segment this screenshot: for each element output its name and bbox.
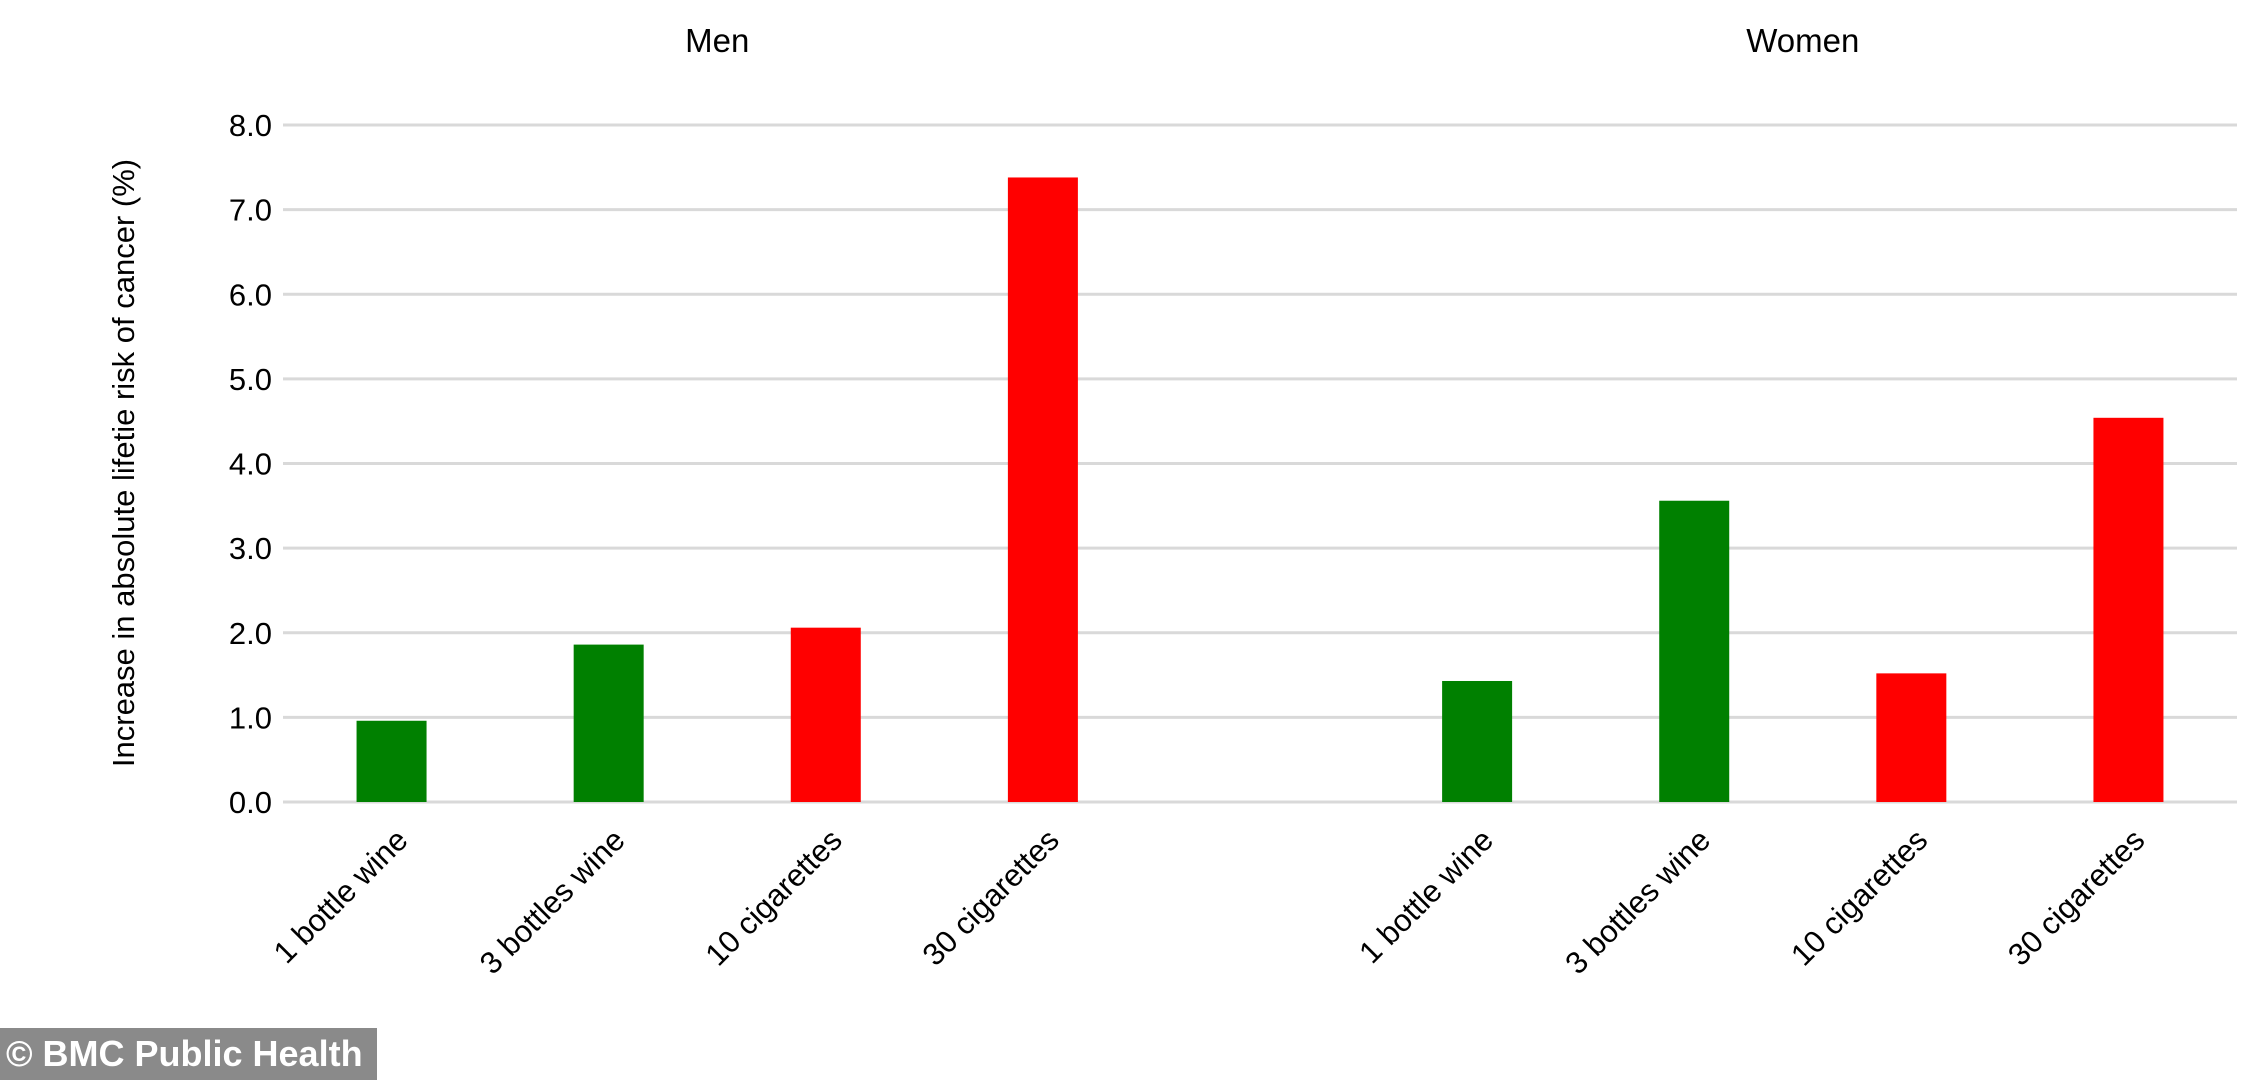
x-tick-label: 10 cigarettes xyxy=(1784,822,1934,972)
y-tick-label: 2.0 xyxy=(229,616,272,651)
bar-women-4 xyxy=(2093,417,2164,802)
x-tick-label: 10 cigarettes xyxy=(698,822,848,972)
panel-title-women: Women xyxy=(1746,22,1859,59)
y-axis-label: Increase in absolute lifetie risk of can… xyxy=(106,159,141,767)
panel-title-men: Men xyxy=(685,22,749,59)
y-tick-label: 7.0 xyxy=(229,193,272,228)
y-tick-label: 3.0 xyxy=(229,531,272,566)
bar-men-4 xyxy=(1007,177,1078,802)
y-tick-label: 1.0 xyxy=(229,700,272,735)
bar-men-1 xyxy=(356,720,427,802)
y-tick-label: 0.0 xyxy=(229,785,272,820)
x-tick-label: 1 bottle wine xyxy=(267,822,415,970)
x-tick-label: 1 bottle wine xyxy=(1352,822,1500,970)
y-tick-label: 6.0 xyxy=(229,277,272,312)
bar-women-2 xyxy=(1659,500,1730,802)
bar-men-3 xyxy=(790,627,861,802)
bar-women-1 xyxy=(1442,680,1513,802)
y-tick-label: 5.0 xyxy=(229,362,272,397)
x-tick-label: 3 bottles wine xyxy=(473,822,632,981)
watermark: © BMC Public Health xyxy=(0,1028,377,1080)
y-tick-label: 8.0 xyxy=(229,108,272,143)
bar-women-3 xyxy=(1876,673,1947,802)
x-tick-label: 30 cigarettes xyxy=(916,822,1066,972)
x-tick-label: 30 cigarettes xyxy=(2001,822,2151,972)
y-tick-label: 4.0 xyxy=(229,447,272,482)
x-tick-label: 3 bottles wine xyxy=(1558,822,1717,981)
bar-men-2 xyxy=(573,644,644,802)
